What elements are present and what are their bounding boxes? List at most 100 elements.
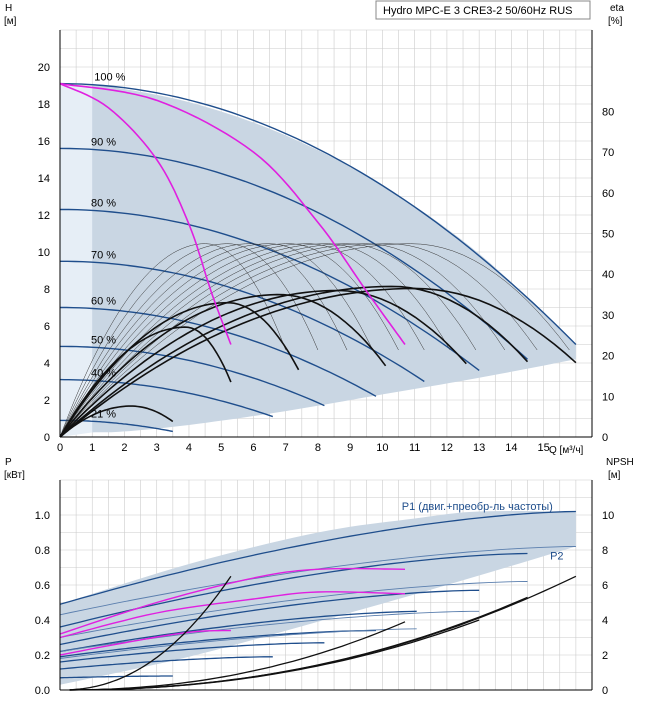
eta-curve bbox=[59, 287, 577, 438]
p1-curve bbox=[59, 610, 417, 653]
eta-fan-curve bbox=[59, 243, 506, 438]
x-tick-label: 0 bbox=[57, 442, 63, 454]
npsh-ylabel: NPSH bbox=[606, 457, 634, 468]
flow-xlabel: Q [м³/ч] bbox=[549, 445, 584, 456]
eta-curve bbox=[59, 326, 232, 438]
head-band-light bbox=[60, 83, 99, 438]
head-ylabel: H bbox=[5, 3, 12, 14]
eta-tick-label: 20 bbox=[602, 351, 614, 363]
power-tick-label: 0.8 bbox=[35, 545, 50, 557]
speed-label: 100 % bbox=[94, 72, 125, 84]
head-tick-label: 18 bbox=[38, 99, 50, 111]
eta-curve bbox=[59, 301, 300, 438]
eta-tick-label: 40 bbox=[602, 269, 614, 281]
head-tick-label: 8 bbox=[44, 284, 50, 296]
speed-label: 40 % bbox=[91, 368, 116, 380]
eta-curve bbox=[59, 293, 387, 438]
x-tick-label: 15 bbox=[538, 442, 550, 454]
qh-curve bbox=[60, 208, 480, 371]
npsh-tick-label: 6 bbox=[602, 580, 608, 592]
head-tick-label: 2 bbox=[44, 395, 50, 407]
eta-tick-label: 80 bbox=[602, 106, 614, 118]
x-tick-label: 13 bbox=[473, 442, 485, 454]
x-tick-label: 10 bbox=[376, 442, 388, 454]
head-tick-label: 12 bbox=[38, 210, 50, 222]
eta-tick-label: 70 bbox=[602, 147, 614, 159]
speed-label: 80 % bbox=[91, 197, 116, 209]
power-tick-label: 0.6 bbox=[35, 580, 50, 592]
eta-tick-label: 30 bbox=[602, 310, 614, 322]
qh-curve bbox=[60, 260, 425, 383]
eta-curve bbox=[59, 405, 174, 438]
p1-curve bbox=[59, 675, 173, 679]
speed-label: 50 % bbox=[91, 334, 116, 346]
p2-curve bbox=[59, 628, 417, 659]
frame-layer bbox=[59, 30, 593, 691]
speed-label: 90 % bbox=[91, 136, 116, 148]
p1-curve bbox=[59, 589, 480, 646]
tick-labels: 0 1 2 3 4 5 6 7 8 9 10 11 12 13 14 15024681012141618200… bbox=[35, 62, 615, 697]
speed-label: 60 % bbox=[91, 296, 116, 308]
x-tick-label: 14 bbox=[505, 442, 517, 454]
head-tick-label: 14 bbox=[38, 173, 50, 185]
eta-fan-curve bbox=[59, 243, 477, 438]
eta-tick-label: 60 bbox=[602, 188, 614, 200]
x-tick-label: 3 bbox=[154, 442, 160, 454]
system-curve-power bbox=[59, 591, 406, 639]
x-tick-label: 9 bbox=[347, 442, 353, 454]
eta-fan-curve bbox=[59, 243, 399, 438]
eta-yunit: [%] bbox=[608, 16, 623, 27]
head-tick-label: 20 bbox=[38, 62, 50, 74]
eta-fan-curve bbox=[59, 243, 538, 438]
npsh-tick-label: 4 bbox=[602, 615, 608, 627]
x-tick-label: 6 bbox=[250, 442, 256, 454]
power-tick-label: 0.4 bbox=[35, 615, 50, 627]
power-series-label: P1 (двиг.+преобр-ль частоты) bbox=[402, 501, 553, 513]
qh-curve bbox=[60, 345, 325, 407]
eta-fan-curve bbox=[59, 243, 425, 438]
x-tick-label: 2 bbox=[121, 442, 127, 454]
x-tick-label: 4 bbox=[186, 442, 192, 454]
head-tick-label: 6 bbox=[44, 321, 50, 333]
npsh-tick-label: 0 bbox=[602, 685, 608, 697]
power-yunit: [кВт] bbox=[4, 470, 25, 481]
system-curve-head bbox=[59, 82, 406, 345]
x-tick-label: 7 bbox=[283, 442, 289, 454]
p1-curve bbox=[59, 642, 325, 663]
eta-fan-curve bbox=[59, 243, 570, 438]
npsh-tick-label: 2 bbox=[602, 650, 608, 662]
eta-curve bbox=[59, 289, 467, 438]
eta-tick-label: 50 bbox=[602, 229, 614, 241]
npsh-curve bbox=[69, 575, 232, 691]
npsh-yunit: [м] bbox=[608, 470, 621, 481]
npsh-tick-label: 10 bbox=[602, 510, 614, 522]
eta-fan-curve bbox=[59, 243, 374, 438]
qh-curve bbox=[59, 82, 577, 345]
power-ylabel: P bbox=[5, 457, 12, 468]
x-tick-label: 12 bbox=[441, 442, 453, 454]
npsh-tick-label: 8 bbox=[602, 545, 608, 557]
head-tick-label: 10 bbox=[38, 247, 50, 259]
head-tick-label: 4 bbox=[44, 358, 50, 370]
x-tick-label: 11 bbox=[409, 442, 420, 454]
p1-curve bbox=[59, 629, 377, 658]
chart-title: Hydro MPC-E 3 CRE3-2 50/60Hz RUS bbox=[383, 5, 573, 17]
npsh-curve bbox=[69, 575, 577, 691]
p1-curve bbox=[59, 656, 273, 670]
eta-fan-curve bbox=[59, 243, 451, 438]
curves-layer bbox=[59, 82, 577, 691]
system-curve-power bbox=[59, 629, 231, 656]
power-tick-label: 1.0 bbox=[35, 510, 50, 522]
eta-fan-curve bbox=[59, 243, 348, 438]
curve-labels: 100 % 90 % 80 % 70 % 60 % 50 % 40 % 21 % P1 (дви… bbox=[91, 72, 564, 563]
eta-ylabel: eta bbox=[610, 3, 624, 14]
p2-curve bbox=[59, 581, 528, 638]
qh-curve bbox=[60, 306, 377, 397]
power-tick-label: 0.0 bbox=[35, 685, 50, 697]
system-curve-head bbox=[59, 82, 232, 345]
x-tick-label: 1 bbox=[89, 442, 95, 454]
eta-curve bbox=[59, 285, 529, 438]
p1-curve bbox=[59, 510, 576, 605]
